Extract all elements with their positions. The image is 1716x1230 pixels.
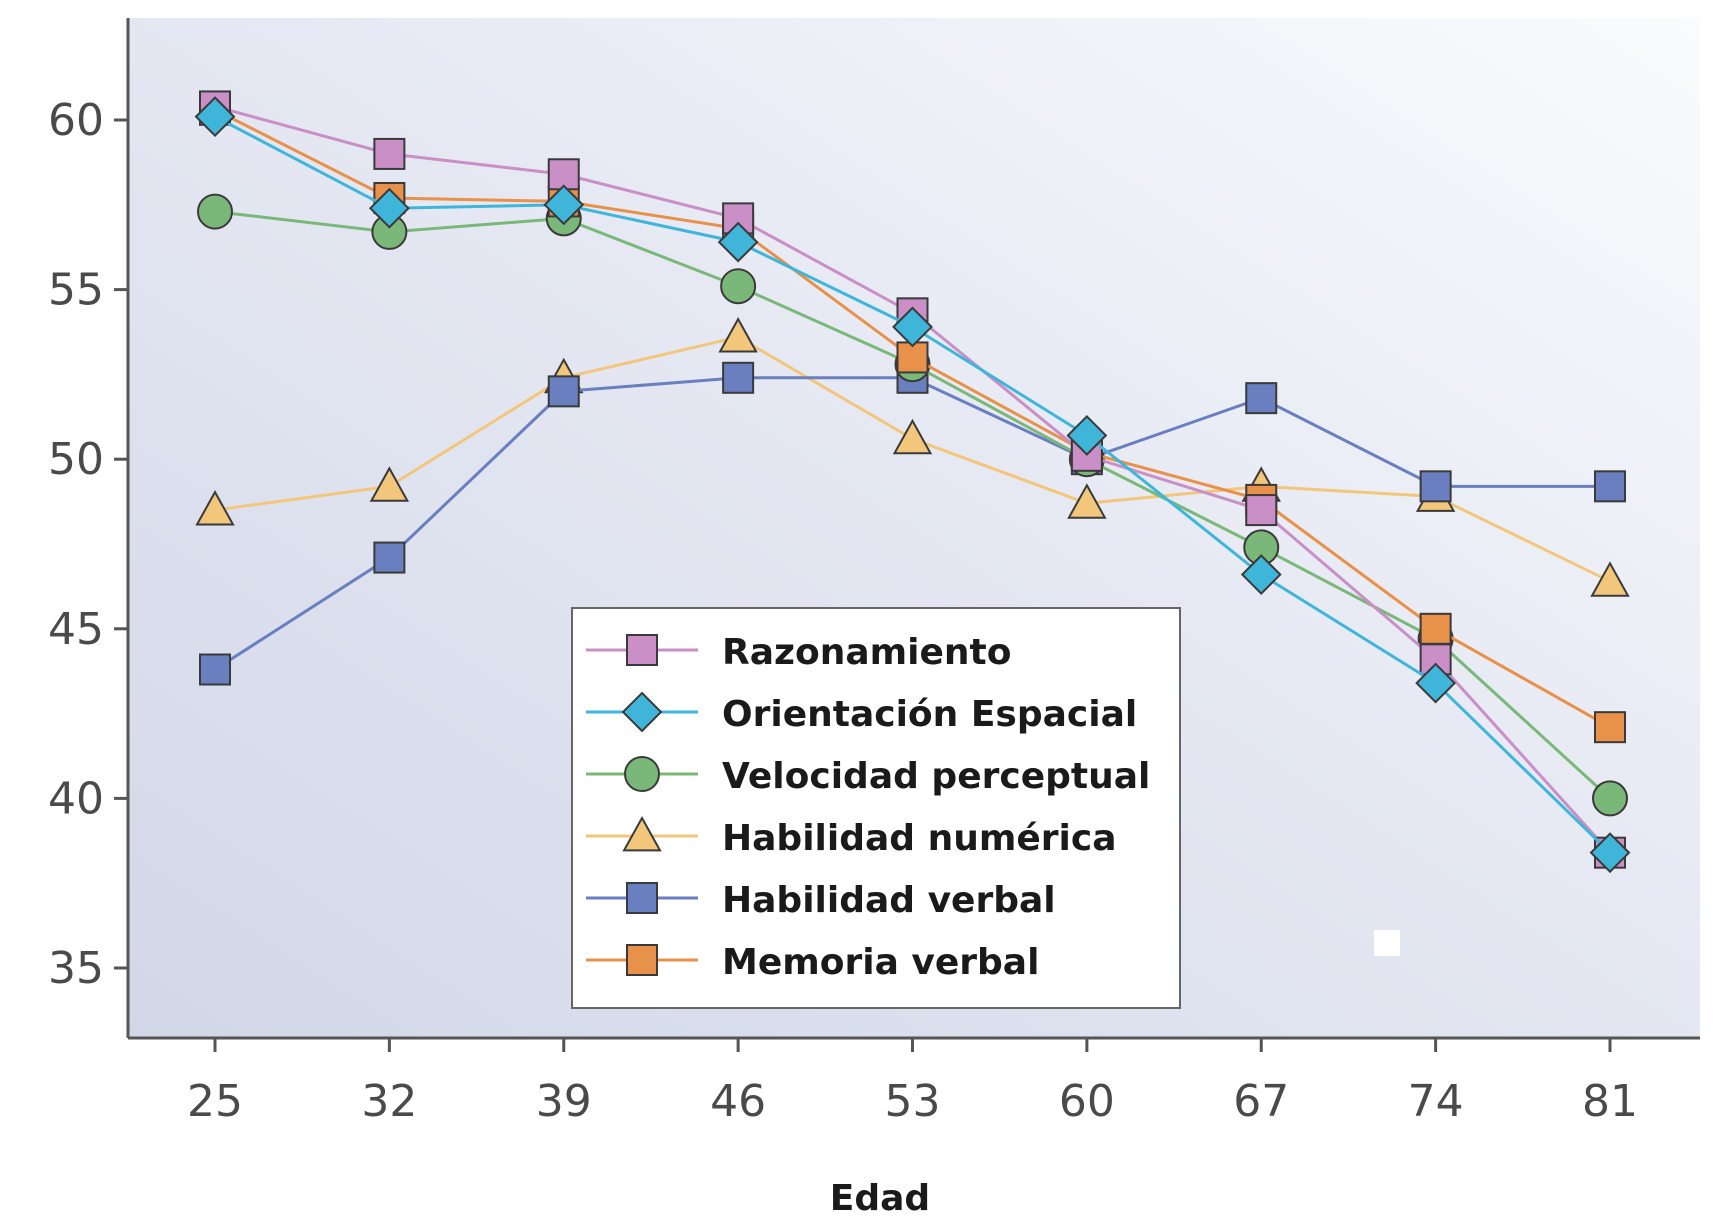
point-habilidad-verbal-74 bbox=[1419, 470, 1452, 503]
legend-box bbox=[571, 607, 1181, 1009]
series-orientacion-espacial bbox=[194, 96, 1631, 874]
legend-item-habilidad-verbal: Habilidad verbal bbox=[586, 880, 1056, 921]
legend-label-orientacion-espacial: Orientación Espacial bbox=[722, 694, 1137, 735]
point-habilidad-numerica-53 bbox=[892, 418, 933, 455]
legend-marker-habilidad-numerica bbox=[622, 815, 662, 852]
point-velocidad-perceptual-81 bbox=[1592, 780, 1628, 817]
legend: Razonamiento Orientación Espacial Velocida… bbox=[571, 607, 1181, 1009]
legend-item-velocidad-perceptual: Velocidad perceptual bbox=[586, 756, 1150, 797]
legend-marker-memoria-verbal bbox=[626, 944, 658, 976]
point-habilidad-verbal-25 bbox=[199, 653, 231, 686]
legend-label-velocidad-perceptual: Velocidad perceptual bbox=[722, 756, 1150, 797]
point-habilidad-numerica-81 bbox=[1590, 561, 1630, 597]
legend-marker-razonamiento bbox=[626, 634, 658, 666]
point-velocidad-perceptual-46 bbox=[720, 268, 757, 305]
legend-label-memoria-verbal: Memoria verbal bbox=[722, 942, 1039, 983]
point-orientacion-espacial-46 bbox=[717, 221, 759, 263]
legend-marker-orientacion-espacial bbox=[621, 691, 663, 733]
legend-item-orientacion-espacial: Orientación Espacial bbox=[586, 691, 1137, 735]
point-orientacion-espacial-81 bbox=[1589, 832, 1631, 874]
white-mark bbox=[1374, 930, 1400, 956]
point-velocidad-perceptual-25 bbox=[197, 193, 233, 230]
legend-marker-habilidad-verbal bbox=[626, 882, 658, 914]
legend-item-razonamiento: Razonamiento bbox=[586, 632, 1011, 673]
y-tick-label-40: 40 bbox=[48, 773, 104, 824]
legend-items: Razonamiento Orientación Espacial Velocida… bbox=[586, 632, 1150, 983]
point-habilidad-numerica-32 bbox=[369, 466, 410, 502]
legend-label-habilidad-numerica: Habilidad numérica bbox=[722, 818, 1117, 859]
point-habilidad-verbal-32 bbox=[373, 541, 406, 574]
point-habilidad-numerica-46 bbox=[718, 317, 758, 353]
point-orientacion-espacial-32 bbox=[368, 187, 410, 229]
x-tick-label-25: 25 bbox=[187, 1076, 243, 1127]
point-habilidad-numerica-25 bbox=[195, 490, 235, 526]
y-tick-label-50: 50 bbox=[48, 434, 104, 485]
x-tick-label-39: 39 bbox=[536, 1076, 592, 1127]
x-axis: 25 32 39 46 53 60 67 74 81 bbox=[187, 1038, 1638, 1127]
point-razonamiento-32 bbox=[373, 137, 406, 170]
point-memoria-verbal-74 bbox=[1419, 612, 1452, 645]
x-tick-label-46: 46 bbox=[710, 1076, 766, 1127]
point-habilidad-verbal-39 bbox=[547, 375, 580, 408]
x-tick-label-67: 67 bbox=[1233, 1076, 1289, 1127]
point-habilidad-verbal-81 bbox=[1594, 470, 1626, 503]
point-habilidad-verbal-67 bbox=[1245, 382, 1278, 415]
point-memoria-verbal-81 bbox=[1594, 711, 1626, 744]
y-axis: 35 40 45 50 55 60 bbox=[48, 95, 128, 994]
x-tick-label-74: 74 bbox=[1408, 1076, 1464, 1127]
x-axis-title: Edad bbox=[830, 1178, 930, 1219]
legend-item-memoria-verbal: Memoria verbal bbox=[586, 942, 1039, 983]
y-tick-label-45: 45 bbox=[48, 604, 104, 655]
x-tick-label-60: 60 bbox=[1059, 1076, 1115, 1127]
y-tick-label-55: 55 bbox=[48, 265, 104, 316]
legend-marker-velocidad-perceptual bbox=[624, 756, 660, 792]
point-habilidad-verbal-46 bbox=[722, 361, 755, 394]
x-tick-label-53: 53 bbox=[885, 1076, 941, 1127]
y-tick-label-60: 60 bbox=[48, 95, 104, 146]
point-orientacion-espacial-39 bbox=[543, 184, 585, 226]
point-orientacion-espacial-53 bbox=[892, 306, 933, 348]
point-habilidad-numerica-60 bbox=[1067, 483, 1107, 519]
legend-item-habilidad-numerica: Habilidad numérica bbox=[586, 815, 1117, 859]
x-tick-label-32: 32 bbox=[361, 1076, 417, 1127]
point-razonamiento-67 bbox=[1245, 494, 1278, 527]
point-orientacion-espacial-74 bbox=[1415, 662, 1457, 704]
point-orientacion-espacial-25 bbox=[194, 96, 236, 138]
point-orientacion-espacial-67 bbox=[1240, 554, 1282, 595]
point-orientacion-espacial-60 bbox=[1066, 415, 1108, 456]
x-tick-label-81: 81 bbox=[1582, 1076, 1638, 1127]
point-razonamiento-39 bbox=[547, 158, 580, 191]
legend-label-razonamiento: Razonamiento bbox=[722, 632, 1011, 673]
y-tick-label-35: 35 bbox=[48, 943, 104, 994]
series-layer bbox=[194, 90, 1631, 874]
legend-label-habilidad-verbal: Habilidad verbal bbox=[722, 880, 1056, 921]
